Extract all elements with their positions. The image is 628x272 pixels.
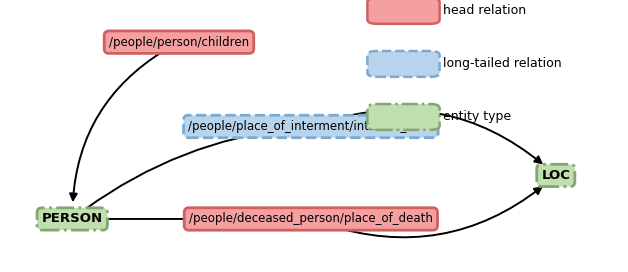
FancyBboxPatch shape <box>367 0 440 24</box>
FancyBboxPatch shape <box>367 104 440 130</box>
Text: /people/deceased_person/place_of_death: /people/deceased_person/place_of_death <box>189 212 433 225</box>
Text: /people/place_of_interment/interred_here: /people/place_of_interment/interred_here <box>188 120 433 133</box>
Text: head relation: head relation <box>443 4 526 17</box>
Text: /people/person/children: /people/person/children <box>109 36 249 49</box>
Text: entity type: entity type <box>443 110 511 123</box>
Text: PERSON: PERSON <box>41 212 103 225</box>
FancyBboxPatch shape <box>367 51 440 77</box>
Text: LOC: LOC <box>541 169 570 182</box>
Text: long-tailed relation: long-tailed relation <box>443 57 561 70</box>
